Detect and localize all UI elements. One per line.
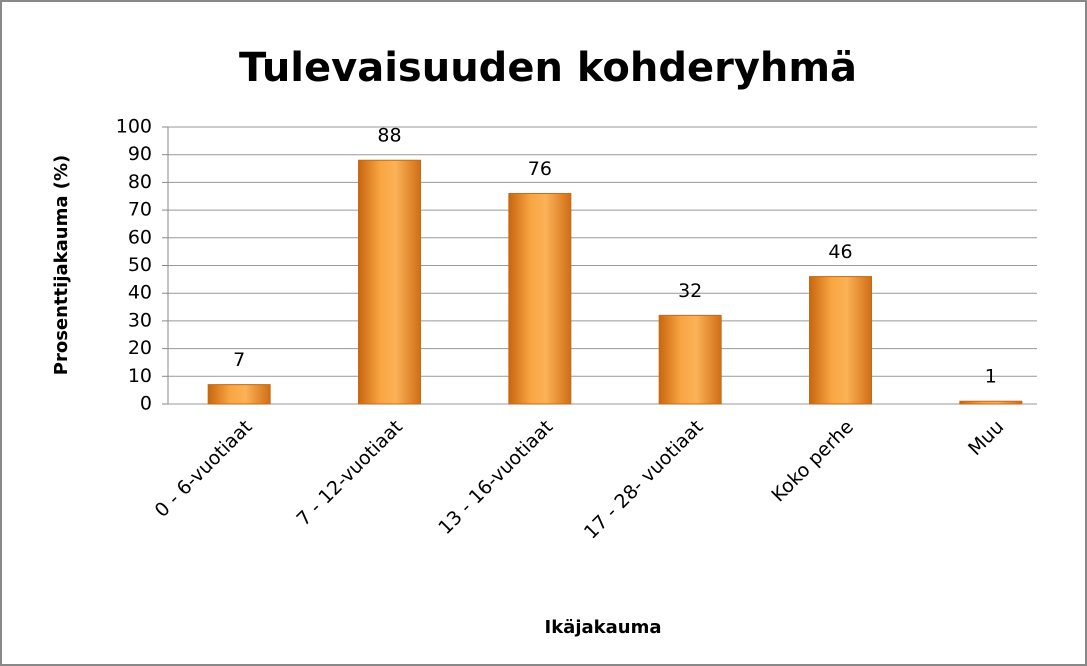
y-tick-label: 100 — [116, 116, 152, 138]
value-label: 76 — [528, 158, 552, 180]
value-label: 7 — [233, 349, 245, 371]
y-tick-label: 40 — [128, 282, 152, 304]
bar — [809, 276, 872, 405]
y-tick-label: 50 — [128, 254, 152, 276]
y-tick-label: 10 — [128, 365, 152, 387]
bar — [207, 384, 271, 405]
value-label: 88 — [377, 125, 401, 147]
y-tick-label: 30 — [128, 309, 152, 331]
y-axis-title: Prosenttijakauma (%) — [51, 155, 72, 375]
value-label: 1 — [985, 366, 997, 388]
y-tick-label: 70 — [128, 199, 152, 221]
bar — [508, 192, 572, 405]
y-tick-label: 80 — [128, 171, 152, 193]
x-axis-title: Ikäjakauma — [545, 617, 662, 638]
y-tick-label: 90 — [128, 143, 152, 165]
value-label: 46 — [828, 241, 852, 263]
y-tick-label: 20 — [128, 337, 152, 359]
bar — [959, 400, 1023, 405]
y-tick-label: 0 — [140, 393, 152, 415]
value-label: 32 — [678, 280, 702, 302]
bar — [358, 159, 421, 405]
bar — [658, 314, 722, 405]
y-tick-label: 60 — [128, 226, 152, 248]
chart-title: Tulevaisuuden kohderyhmä — [239, 45, 857, 91]
